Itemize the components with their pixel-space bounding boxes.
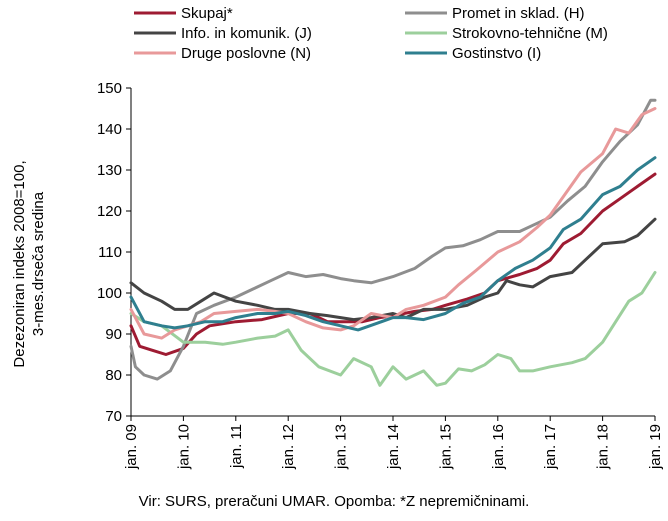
series-line-promet-in-sklad-h (129, 98, 657, 381)
y-tick-label: 120 (97, 203, 122, 220)
legend-label: Druge poslovne (N) (181, 45, 311, 62)
legend-label: Skupaj* (181, 5, 233, 22)
y-axis-title-line: Dezezoniran indeks 2008=100, (11, 160, 28, 367)
legend-label: Gostinstvo (I) (452, 45, 541, 62)
series-line-info-in-komunik-j (129, 217, 657, 322)
x-tick-label: jan. 19 (647, 424, 664, 470)
legend-label: Strokovno-tehnične (M) (452, 25, 608, 42)
series-line-strokovno-tehni-ne-m (129, 271, 657, 387)
y-tick-label: 140 (97, 121, 122, 138)
legend-label: Promet in sklad. (H) (452, 5, 585, 22)
legend: Skupaj* Info. in komunik. (J) Druge poslov… (134, 5, 608, 62)
y-axis-title-line: 3-mes.drseča sredina (30, 191, 47, 336)
legend-label: Info. in komunik. (J) (181, 25, 312, 42)
x-tick-label: jan. 10 (175, 424, 192, 470)
series-lines (129, 98, 657, 387)
x-tick-label: jan. 15 (437, 424, 454, 470)
y-tick-label: 80 (105, 367, 122, 384)
series-line-gostinstvo-i (129, 156, 657, 332)
x-tick-label: jan. 16 (490, 424, 507, 470)
source-note: Vir: SURS, preračuni UMAR. Opomba: *Z ne… (138, 493, 530, 510)
x-tick-label: jan. 14 (385, 424, 402, 470)
axes: 70 80 90 100 110 120 130 140 150 jan. 09 jan. 10 ja… (97, 80, 664, 470)
x-tick-label: jan. 09 (123, 424, 140, 470)
y-tick-label: 110 (98, 244, 122, 261)
x-tick-label: jan. 18 (595, 424, 612, 470)
x-tick-label: jan. 17 (542, 424, 559, 470)
y-axis-title: Dezezoniran indeks 2008=100, 3-mes.drseča… (11, 160, 47, 367)
y-tick-label: 100 (97, 285, 122, 302)
x-tick-label: jan. 13 (333, 424, 350, 470)
y-tick-label: 70 (105, 408, 122, 425)
x-tick-label: jan. 12 (280, 424, 297, 470)
y-tick-label: 150 (97, 80, 122, 97)
x-tick-label: jan. 11 (228, 424, 245, 469)
y-tick-label: 90 (105, 326, 122, 343)
y-tick-label: 130 (97, 162, 122, 179)
series-line-skupaj (129, 172, 657, 356)
